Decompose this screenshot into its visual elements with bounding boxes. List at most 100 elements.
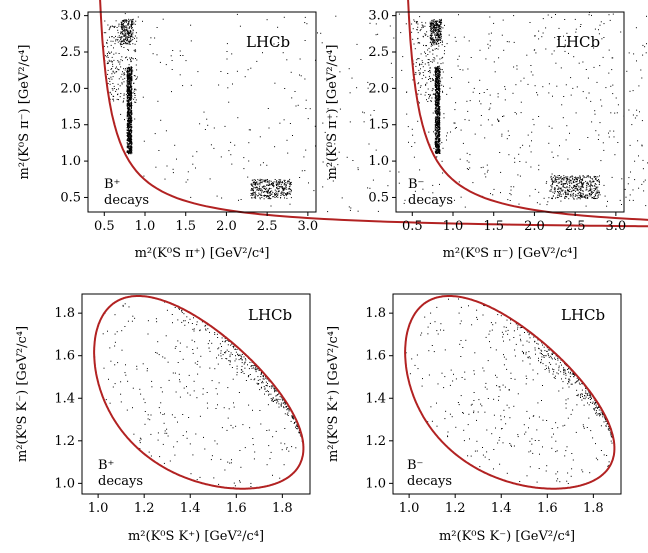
scatter-point	[129, 90, 130, 92]
scatter-point	[127, 143, 129, 145]
scatter-point	[129, 90, 131, 92]
scatter-point	[128, 90, 130, 92]
scatter-point	[110, 40, 112, 42]
scatter-point	[179, 50, 181, 52]
scatter-point	[152, 53, 154, 55]
scatter-point	[463, 36, 465, 38]
scatter-point	[134, 118, 136, 120]
scatter-point	[621, 204, 622, 205]
scatter-point	[130, 109, 132, 111]
scatter-point	[129, 81, 131, 83]
scatter-point	[127, 130, 129, 131]
scatter-point	[135, 99, 137, 101]
scatter-point	[128, 137, 130, 139]
scatter-point	[128, 66, 130, 68]
scatter-point	[128, 18, 130, 20]
scatter-point	[130, 77, 132, 79]
scatter-point	[121, 20, 123, 22]
scatter-point	[324, 131, 326, 133]
scatter-point	[115, 20, 117, 22]
scatter-point	[291, 97, 293, 99]
scatter-point	[289, 185, 291, 187]
scatter-point	[174, 144, 176, 146]
scatter-point	[111, 51, 112, 53]
scatter-point	[282, 36, 284, 38]
scatter-point	[129, 138, 131, 140]
scatter-point	[290, 71, 292, 73]
scatter-point	[126, 85, 127, 87]
scatter-point	[120, 93, 122, 94]
scatter-point	[553, 50, 555, 52]
scatter-point	[289, 192, 291, 194]
scatter-point	[115, 90, 117, 92]
scatter-point	[125, 37, 127, 39]
scatter-point	[468, 119, 470, 121]
scatter-point	[122, 23, 124, 25]
scatter-point	[128, 49, 129, 51]
scatter-point	[131, 86, 132, 88]
scatter-point	[253, 190, 254, 191]
scatter-point	[428, 131, 430, 133]
scatter-point	[133, 98, 135, 100]
scatter-point	[112, 95, 114, 97]
scatter-point	[462, 69, 464, 71]
scatter-point	[369, 187, 371, 189]
scatter-point	[261, 196, 263, 198]
scatter-point	[131, 117, 133, 119]
x-tick-label: 0.5	[94, 219, 115, 234]
scatter-point	[128, 78, 130, 80]
scatter-point	[130, 107, 132, 109]
scatter-point	[646, 43, 647, 45]
scatter-point	[269, 194, 271, 196]
scatter-point	[608, 132, 609, 134]
scatter-point	[262, 195, 264, 197]
x-tick-label: 3.0	[298, 219, 319, 234]
scatter-point	[124, 26, 126, 28]
scatter-point	[253, 182, 255, 184]
scatter-point	[538, 191, 540, 193]
scatter-point	[127, 117, 129, 119]
scatter-point	[510, 194, 512, 196]
scatter-point	[255, 183, 256, 184]
panel-bminus-kspi: 0.5 1.0 1.5 2.0 2.5 3.0 0.51.01.52.02.53.0 LH…	[325, 0, 648, 261]
scatter-point	[134, 101, 136, 103]
scatter-point	[276, 180, 278, 182]
scatter-point	[275, 196, 277, 198]
scatter-point	[123, 72, 125, 74]
scatter-point	[542, 18, 544, 20]
scatter-point	[469, 100, 471, 102]
scatter-point	[585, 69, 587, 70]
scatter-point	[258, 193, 260, 195]
scatter-point	[575, 112, 577, 114]
scatter-point	[457, 65, 459, 67]
scatter-point	[489, 16, 491, 18]
scatter-point	[561, 104, 563, 106]
scatter-point	[570, 94, 572, 96]
scatter-point	[500, 171, 502, 173]
scatter-point	[104, 55, 106, 57]
scatter-point	[128, 94, 130, 96]
scatter-point	[106, 56, 108, 58]
scatter-point	[118, 25, 120, 27]
scatter-point	[128, 70, 130, 72]
scatter-point	[485, 176, 487, 178]
scatter-point	[129, 57, 131, 59]
scatter-point	[123, 23, 125, 24]
scatter-point	[641, 77, 643, 79]
scatter-point	[252, 188, 254, 190]
scatter-point	[442, 172, 444, 174]
scatter-point	[266, 196, 268, 198]
scatter-point	[414, 142, 416, 144]
scatter-point	[227, 87, 229, 89]
scatter-point	[127, 68, 129, 70]
scatter-point	[257, 187, 258, 189]
scatter-point	[322, 186, 324, 188]
scatter-point	[128, 148, 130, 149]
scatter-point	[128, 151, 130, 153]
scatter-point	[117, 60, 119, 62]
scatter-point	[628, 52, 630, 54]
scatter-point	[124, 33, 126, 35]
scatter-point	[126, 135, 128, 136]
scatter-point	[433, 147, 435, 149]
scatter-point	[527, 134, 529, 136]
